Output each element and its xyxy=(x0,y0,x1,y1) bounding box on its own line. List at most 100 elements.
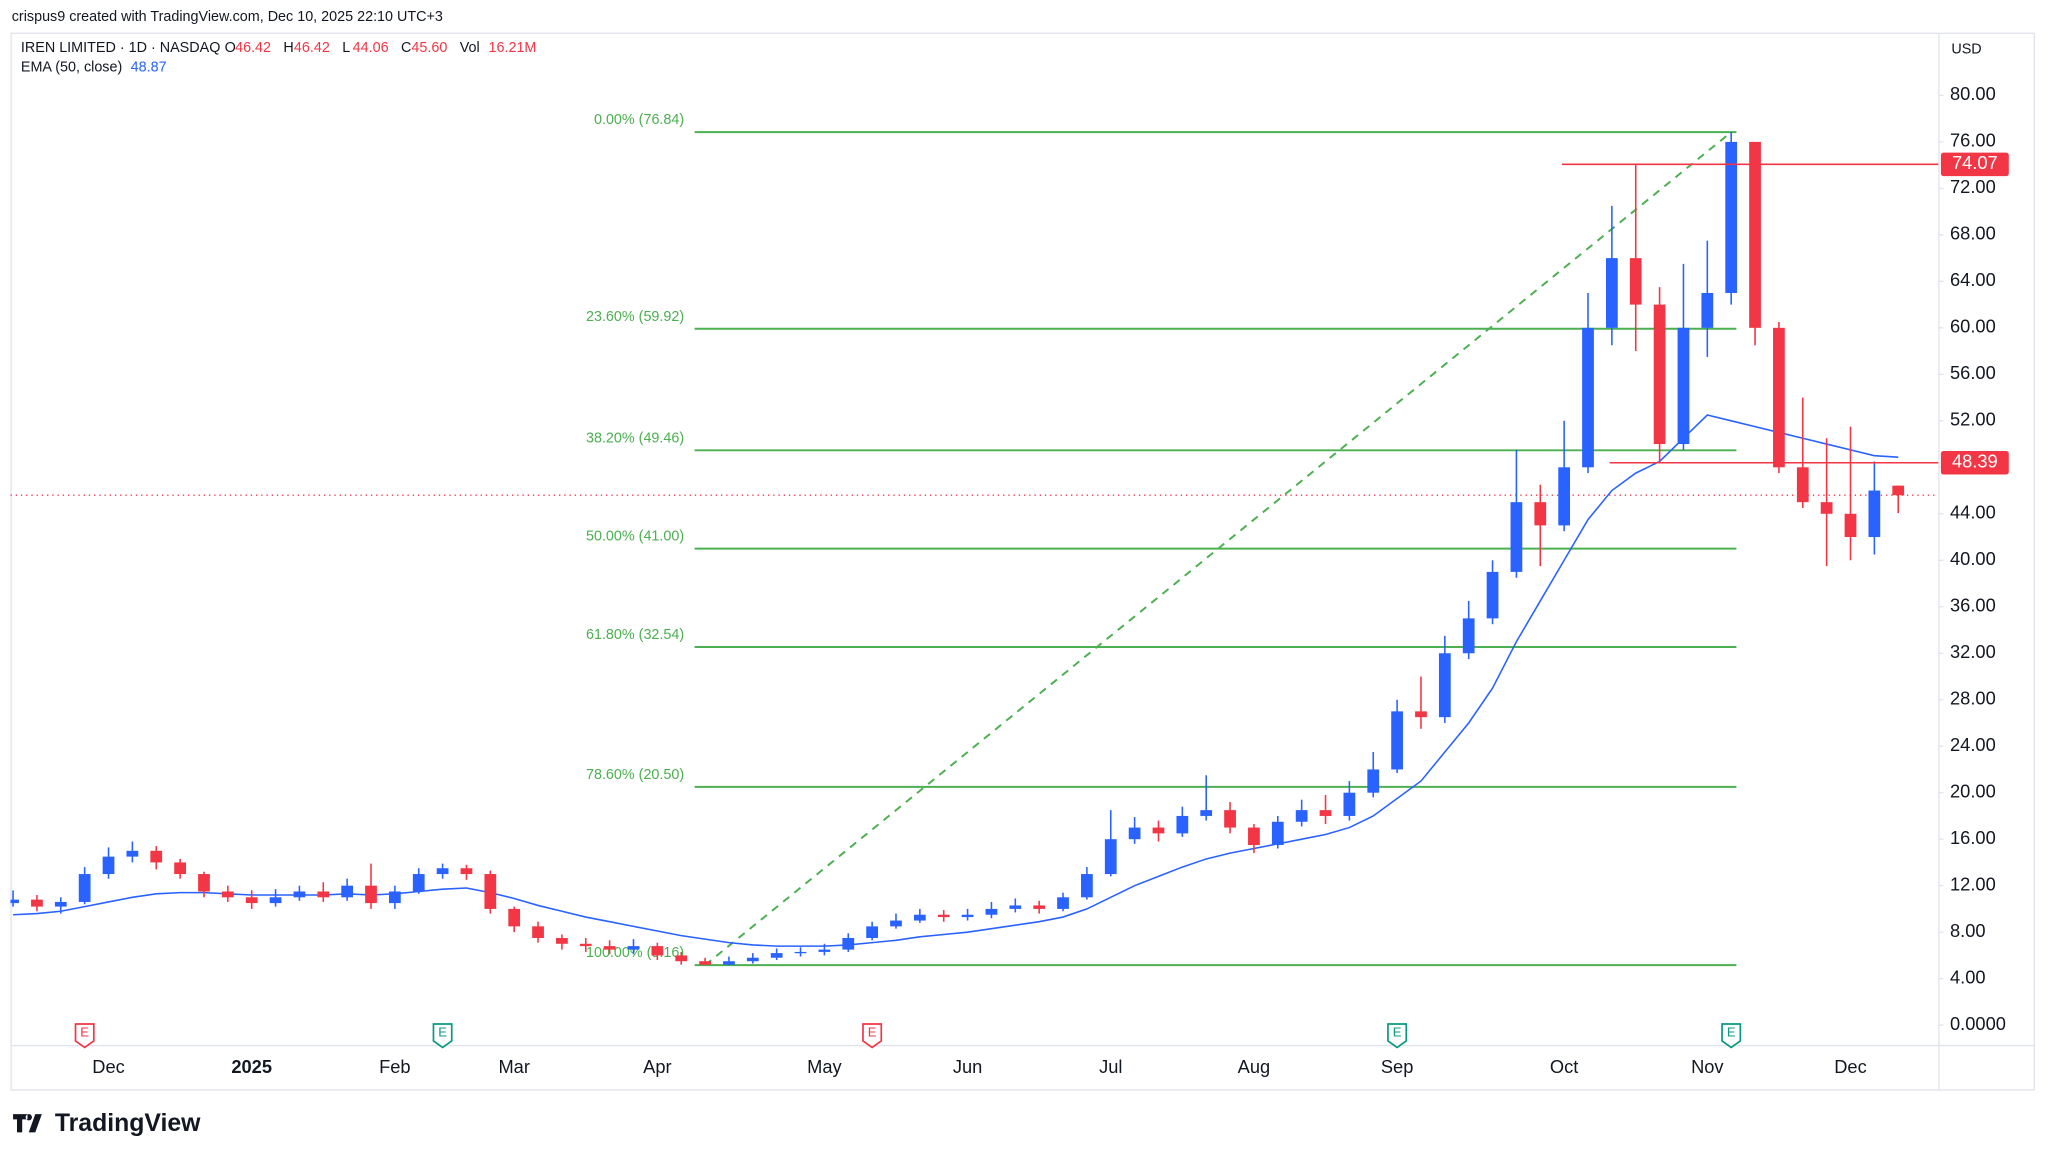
candle-body xyxy=(1820,502,1833,514)
candle-body xyxy=(102,856,115,875)
brand-logo: TradingView xyxy=(13,1110,201,1137)
x-tick-label: Mar xyxy=(498,1056,529,1077)
y-tick-label: 52.00 xyxy=(1950,409,1996,430)
candle-body xyxy=(890,920,902,927)
brand-name: TradingView xyxy=(55,1110,201,1137)
earnings-marker: E xyxy=(862,1023,883,1049)
x-tick-label: Aug xyxy=(1238,1056,1271,1077)
y-tick-label: 56.00 xyxy=(1950,362,1996,383)
y-tick-label: 4.00 xyxy=(1950,966,1986,987)
earnings-label: E xyxy=(868,1025,877,1040)
y-tick-label: 72.00 xyxy=(1950,176,1996,197)
candle-body xyxy=(937,914,950,918)
y-tick-label: 20.00 xyxy=(1950,781,1996,802)
currency: USD xyxy=(1951,41,1981,57)
earnings-label: E xyxy=(1727,1025,1736,1040)
candle-body xyxy=(54,901,67,907)
y-tick-label: 32.00 xyxy=(1950,641,1996,662)
candle-body xyxy=(699,961,711,965)
candle-body xyxy=(1534,502,1547,526)
y-tick-label: 8.00 xyxy=(1950,920,1986,941)
candle-body xyxy=(1438,653,1451,718)
candle-body xyxy=(1653,304,1666,445)
candle-body xyxy=(1844,513,1857,538)
legend-key: H xyxy=(283,40,293,56)
candle-body xyxy=(1892,485,1905,496)
candle-body xyxy=(818,949,831,952)
candle-body xyxy=(746,957,759,962)
candle-body xyxy=(579,943,592,947)
y-tick-label: 44.00 xyxy=(1950,502,1996,523)
candle-body xyxy=(1677,327,1690,445)
candle-body xyxy=(1701,292,1714,328)
y-tick-label: 28.00 xyxy=(1950,688,1996,709)
fib-label: 61.80% (32.54) xyxy=(586,627,684,643)
candle-body xyxy=(1009,905,1022,909)
legend-key: O xyxy=(225,40,236,56)
candle-body xyxy=(365,885,377,904)
earnings-marker: E xyxy=(432,1023,453,1049)
earnings-label: E xyxy=(80,1025,89,1040)
candle-body xyxy=(1605,258,1618,328)
candle-body xyxy=(460,868,473,875)
candle-body xyxy=(1486,571,1499,619)
earnings-marker: E xyxy=(1721,1023,1742,1049)
legend-value: 44.06 xyxy=(353,40,389,56)
candle-body xyxy=(126,850,139,857)
candle-body xyxy=(174,862,186,875)
candle-body xyxy=(1081,874,1093,898)
x-tick-label: May xyxy=(807,1056,842,1077)
symbol-title: IREN LIMITED · 1D · NASDAQ xyxy=(21,40,220,56)
candle-body xyxy=(198,874,210,892)
y-tick-label: 16.00 xyxy=(1950,827,1996,848)
candle-body xyxy=(1391,711,1403,770)
earnings-marker: E xyxy=(1387,1023,1408,1049)
candle-body xyxy=(794,951,807,954)
candle-body xyxy=(221,891,234,898)
candle-body xyxy=(770,953,783,958)
price-line-label: 74.07 xyxy=(1952,152,1998,173)
candle-body xyxy=(1319,810,1332,816)
earnings-label: E xyxy=(1393,1025,1402,1040)
candle-body xyxy=(1057,897,1069,909)
candle-body xyxy=(269,897,282,904)
legend-value: 46.42 xyxy=(294,40,330,56)
candle-body xyxy=(1104,839,1117,875)
earnings-badge xyxy=(74,1023,95,1049)
indicator-name: EMA (50, close) xyxy=(21,60,122,76)
legend-value: 16.21M xyxy=(488,40,536,56)
candle-body xyxy=(675,955,688,962)
candle-body xyxy=(78,874,91,902)
candle-body xyxy=(1558,467,1571,526)
earnings-badge xyxy=(432,1023,453,1049)
indicator-value: 48.87 xyxy=(131,60,167,76)
candle-body xyxy=(1176,815,1189,834)
candle-body xyxy=(1343,792,1356,816)
plot-area: 0.00% (76.84) 23.60% (59.92) 38.20% (49.46… xyxy=(10,112,1939,967)
x-tick-label: Dec xyxy=(92,1056,124,1077)
candle-body xyxy=(842,937,855,950)
candle-body xyxy=(1868,490,1881,538)
candle-body xyxy=(1200,810,1213,816)
candle-body xyxy=(484,874,497,909)
candle-body xyxy=(412,874,425,892)
earnings-badge xyxy=(862,1023,883,1049)
candle-body xyxy=(150,850,163,863)
candle-body xyxy=(317,891,330,898)
candle-body xyxy=(1725,141,1738,293)
candle-body xyxy=(10,899,19,904)
candle-body xyxy=(1128,827,1141,840)
candle-body xyxy=(1629,258,1642,305)
candle-body xyxy=(913,914,926,921)
candle-body xyxy=(1224,810,1236,828)
fib-trend xyxy=(704,131,1732,966)
fib-label: 50.00% (41.00) xyxy=(586,529,684,545)
x-tick-label: Dec xyxy=(1834,1056,1866,1077)
y-tick-label: 40.00 xyxy=(1950,548,1996,569)
candle-body xyxy=(723,961,735,965)
candle-body xyxy=(31,899,43,907)
chart-frame xyxy=(10,32,2035,1091)
y-tick-label: 24.00 xyxy=(1950,734,1996,755)
candle-body xyxy=(1773,327,1785,468)
